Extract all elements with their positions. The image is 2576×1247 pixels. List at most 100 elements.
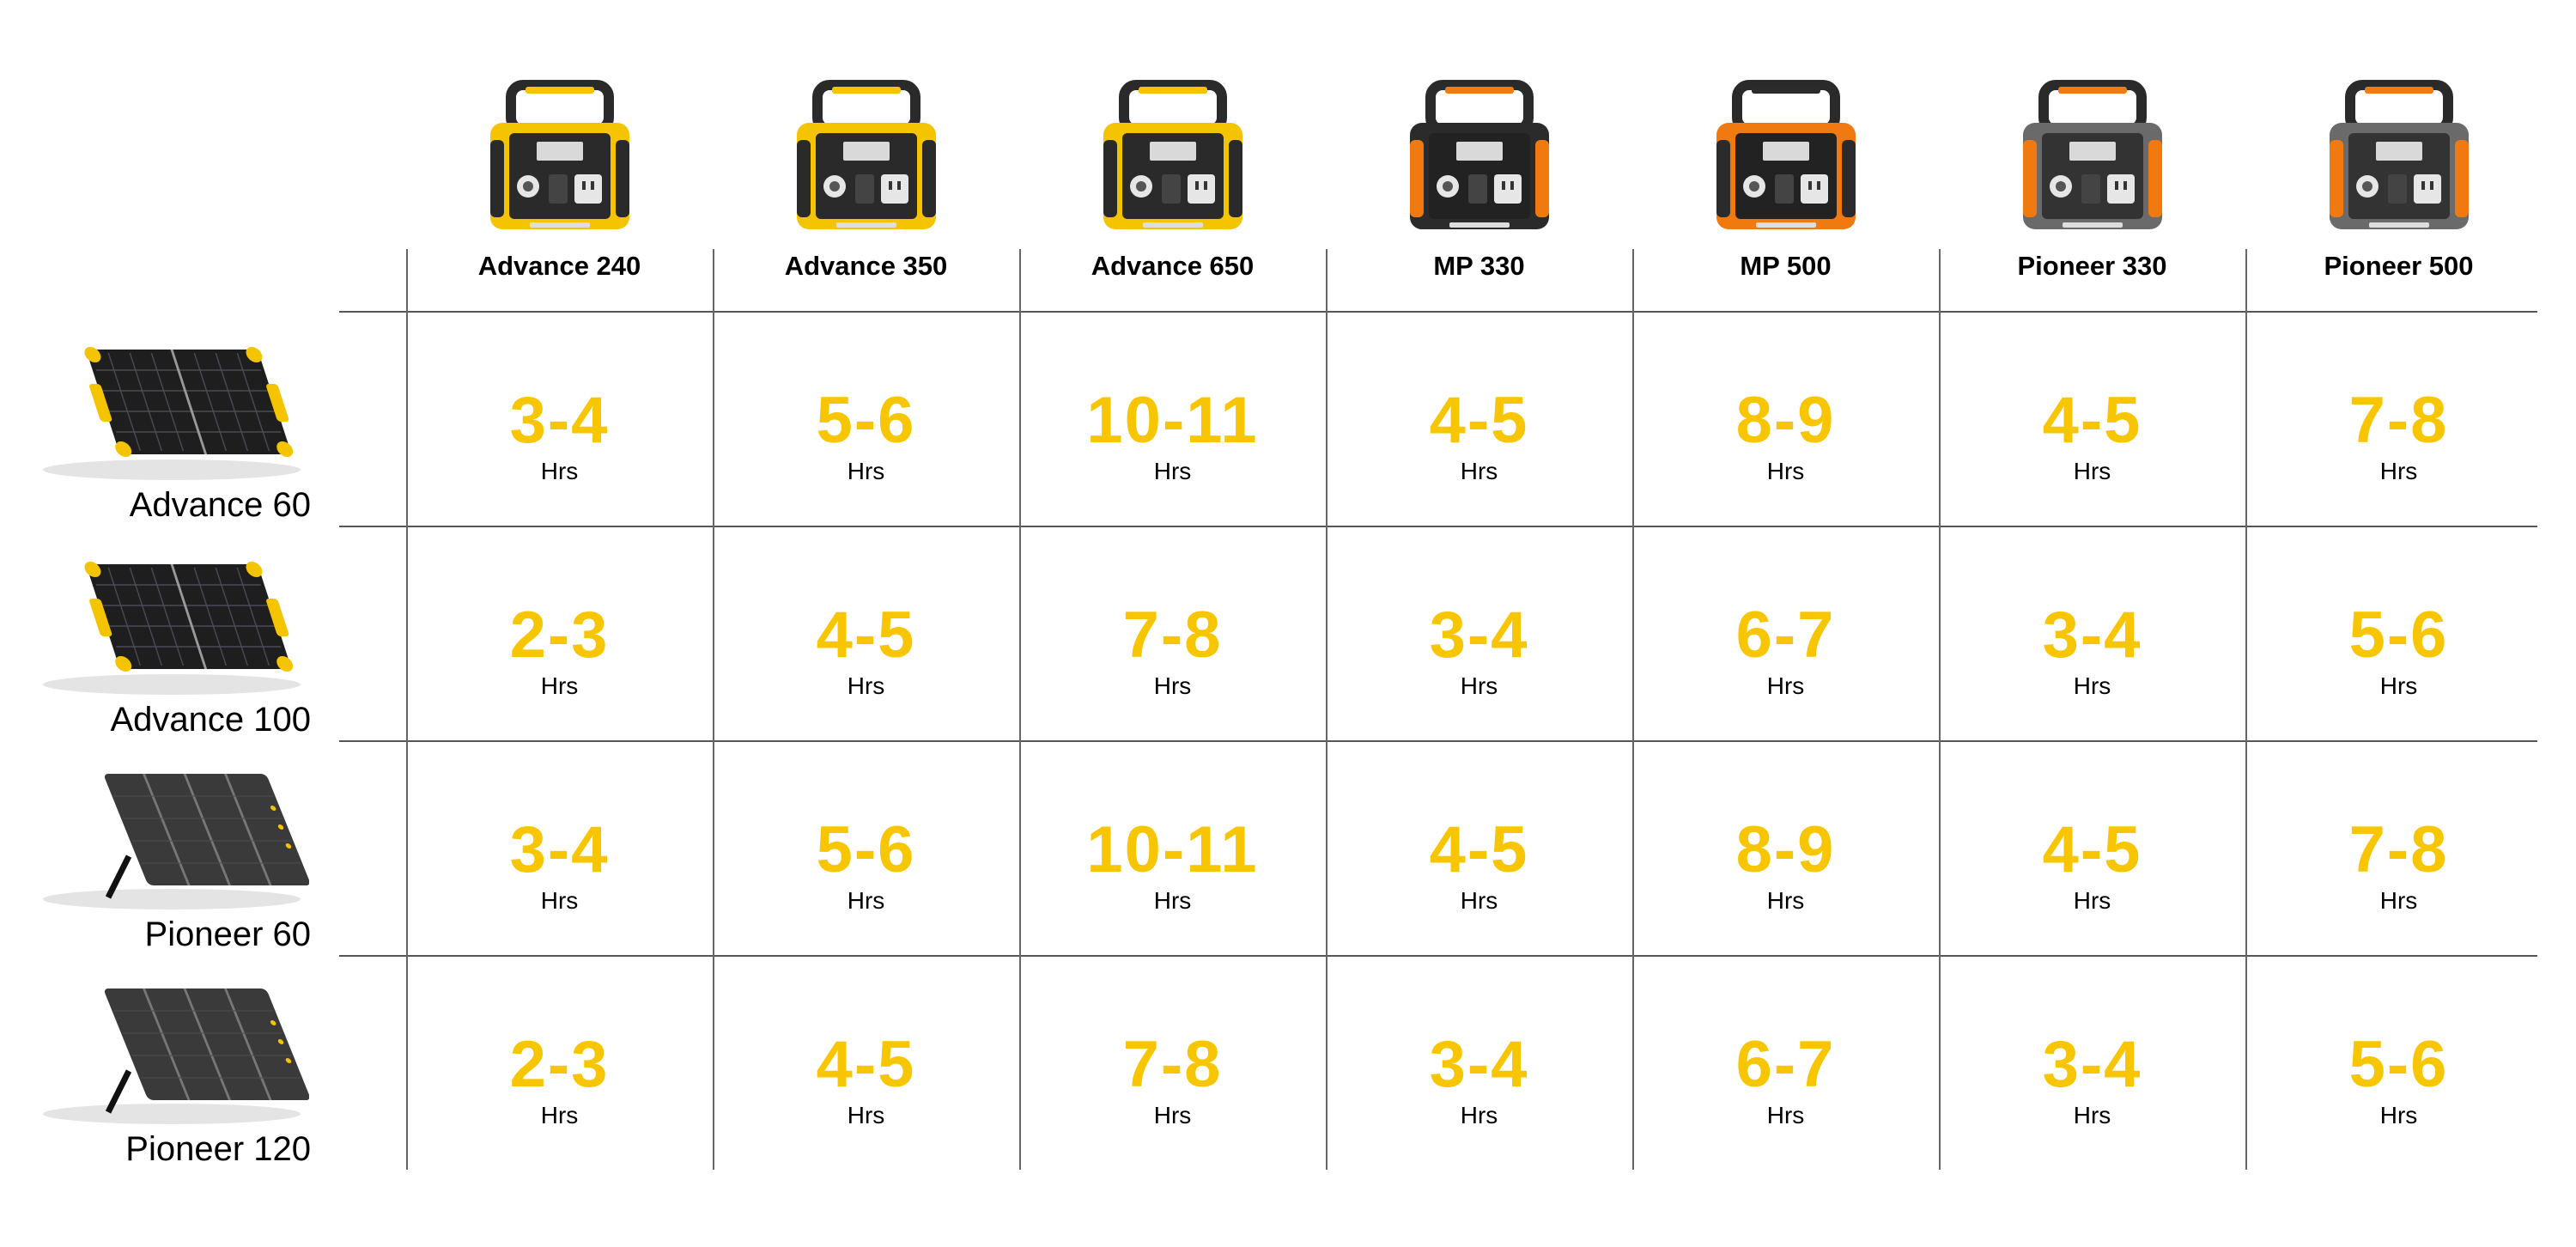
charge-time-unit: Hrs: [1460, 887, 1498, 914]
charge-time-unit: Hrs: [540, 672, 579, 699]
charge-time-unit: Hrs: [2379, 887, 2418, 914]
table-cell: 2-3 Hrs: [406, 955, 713, 1170]
charge-time-value: 8-9: [1735, 813, 1836, 886]
product-name: MP 500: [1740, 251, 1832, 281]
charge-time-value: 4-5: [816, 1028, 916, 1101]
panel-image: [26, 762, 310, 921]
product-name: Pioneer 500: [2324, 251, 2474, 281]
charge-time-value: 7-8: [2348, 384, 2449, 457]
column-divider: [1326, 249, 1327, 1170]
table-cell: 6-7 Hrs: [1632, 955, 1939, 1170]
panel-name: Advance 100: [110, 701, 311, 739]
charge-time-unit: Hrs: [1460, 672, 1498, 699]
product-image: [1100, 80, 1246, 239]
charge-time-value: 3-4: [2042, 599, 2142, 672]
charge-time-unit: Hrs: [1153, 1102, 1192, 1128]
table-cell: 3-4 Hrs: [1939, 955, 2245, 1170]
table-cell: 2-3 Hrs: [406, 526, 713, 740]
panel-name: Pioneer 60: [144, 915, 311, 953]
row-divider: [339, 740, 2537, 742]
charge-time-value: 6-7: [1735, 1028, 1836, 1101]
column-header-2: Advance 350: [713, 80, 1019, 283]
column-header-1: Advance 240: [406, 80, 713, 283]
column-divider: [406, 249, 408, 1170]
charge-time-unit: Hrs: [1766, 1102, 1805, 1128]
charge-time-unit: Hrs: [2379, 1102, 2418, 1128]
panel-name: Advance 60: [129, 486, 311, 524]
product-name: Advance 650: [1091, 251, 1255, 281]
column-divider: [1939, 249, 1941, 1170]
row-header-2: Advance 100: [26, 526, 318, 740]
charge-time-value: 4-5: [1429, 384, 1529, 457]
charge-time-unit: Hrs: [1460, 458, 1498, 484]
column-divider: [2245, 249, 2247, 1170]
table-cell: 4-5 Hrs: [713, 955, 1019, 1170]
charge-time-unit: Hrs: [2073, 1102, 2111, 1128]
header-divider: [339, 311, 2537, 313]
charge-time-value: 10-11: [1086, 384, 1259, 457]
panel-image: [26, 332, 309, 491]
solar-panel-icon: [43, 988, 310, 1124]
table-cell: 7-8 Hrs: [2245, 740, 2552, 955]
charge-time-value: 3-4: [509, 813, 610, 886]
charge-time-value: 5-6: [2348, 599, 2449, 672]
power-station-icon: [1409, 80, 1549, 229]
solar-panel-icon: [43, 347, 301, 480]
panel-image: [26, 547, 309, 706]
charge-time-unit: Hrs: [1153, 672, 1192, 699]
charge-time-unit: Hrs: [847, 672, 885, 699]
charge-time-value: 3-4: [509, 384, 610, 457]
charge-time-value: 2-3: [509, 599, 610, 672]
column-header-7: Pioneer 500: [2245, 80, 2552, 283]
charge-time-unit: Hrs: [2073, 458, 2111, 484]
product-image: [793, 80, 939, 239]
charge-time-value: 7-8: [2348, 813, 2449, 886]
table-cell: 5-6 Hrs: [713, 740, 1019, 955]
table-cell: 3-4 Hrs: [1326, 526, 1632, 740]
charge-time-unit: Hrs: [847, 1102, 885, 1128]
table-cell: 3-4 Hrs: [1326, 955, 1632, 1170]
solar-panel-icon: [43, 562, 301, 695]
column-header-6: Pioneer 330: [1939, 80, 2245, 283]
charge-time-unit: Hrs: [540, 1102, 579, 1128]
charge-time-unit: Hrs: [1766, 672, 1805, 699]
column-divider: [1632, 249, 1634, 1170]
charge-time-value: 5-6: [2348, 1028, 2449, 1101]
row-header-4: Pioneer 120: [26, 955, 318, 1170]
product-name: Advance 240: [477, 251, 641, 281]
table-cell: 3-4 Hrs: [406, 740, 713, 955]
charge-time-value: 4-5: [816, 599, 916, 672]
power-station-icon: [1103, 80, 1242, 229]
column-header-3: Advance 650: [1019, 80, 1326, 283]
table-cell: 10-11 Hrs: [1019, 311, 1326, 526]
charge-time-value: 7-8: [1122, 599, 1223, 672]
panel-name: Pioneer 120: [125, 1130, 311, 1168]
charge-time-unit: Hrs: [1460, 1102, 1498, 1128]
table-cell: 7-8 Hrs: [1019, 526, 1326, 740]
charge-time-value: 3-4: [1429, 599, 1529, 672]
table-cell: 3-4 Hrs: [406, 311, 713, 526]
product-image: [2326, 80, 2472, 239]
product-name: Pioneer 330: [2017, 251, 2167, 281]
column-header-5: MP 500: [1632, 80, 1939, 283]
charge-time-value: 6-7: [1735, 599, 1836, 672]
charge-time-value: 5-6: [816, 813, 916, 886]
table-cell: 4-5 Hrs: [1939, 740, 2245, 955]
charge-time-value: 4-5: [1429, 813, 1529, 886]
row-header-1: Advance 60: [26, 311, 318, 526]
power-station-icon: [1716, 80, 1856, 229]
product-image: [1713, 80, 1859, 239]
charge-time-value: 2-3: [509, 1028, 610, 1101]
row-divider: [339, 955, 2537, 957]
table-cell: 10-11 Hrs: [1019, 740, 1326, 955]
product-image: [2020, 80, 2166, 239]
row-header-3: Pioneer 60: [26, 740, 318, 955]
table-cell: 7-8 Hrs: [2245, 311, 2552, 526]
charge-time-unit: Hrs: [2073, 672, 2111, 699]
charge-time-unit: Hrs: [1153, 887, 1192, 914]
table-cell: 4-5 Hrs: [1939, 311, 2245, 526]
product-image: [487, 80, 633, 239]
charge-time-unit: Hrs: [1153, 458, 1192, 484]
charge-time-unit: Hrs: [540, 458, 579, 484]
charge-time-value: 4-5: [2042, 384, 2142, 457]
